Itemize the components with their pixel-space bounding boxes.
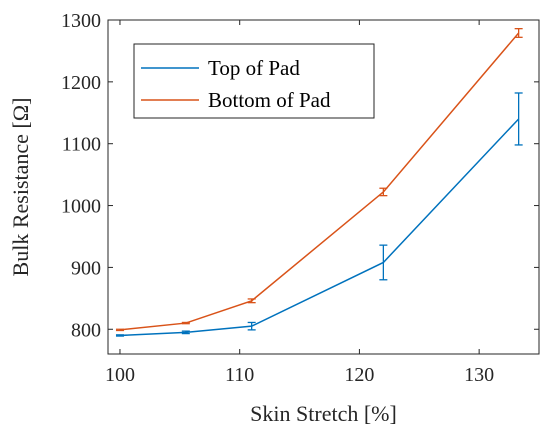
x-tick-label: 110	[225, 364, 254, 386]
error-bar-bottom-of-pad	[379, 187, 388, 197]
y-tick-label: 900	[71, 257, 101, 279]
error-bar-top-of-pad	[115, 334, 124, 337]
legend: Top of Pad Bottom of Pad	[133, 43, 375, 119]
error-bar-bottom-of-pad	[514, 28, 523, 38]
legend-label-bottom-of-pad: Bottom of Pad	[208, 88, 331, 112]
error-bar-bottom-of-pad	[247, 298, 256, 304]
y-axis-title: Bulk Resistance [Ω]	[8, 98, 33, 277]
x-axis-title: Skin Stretch [%]	[250, 401, 397, 426]
error-bar-top-of-pad	[247, 321, 256, 331]
series-top-of-pad	[115, 92, 523, 337]
y-tick-label: 1300	[61, 10, 101, 32]
x-tick-label: 100	[105, 364, 135, 386]
error-bar-top-of-pad	[379, 244, 388, 281]
series-bottom-of-pad	[115, 28, 523, 332]
x-tick-label: 130	[464, 364, 494, 386]
x-tick-label: 120	[344, 364, 374, 386]
legend-box	[133, 43, 375, 119]
y-tick-label: 1100	[62, 134, 101, 156]
error-bar-top-of-pad	[514, 92, 523, 146]
error-bar-top-of-pad	[181, 330, 190, 335]
y-tick-label: 1200	[61, 72, 101, 94]
y-tick-label: 1000	[61, 196, 101, 218]
y-tick-label: 800	[71, 319, 101, 341]
error-bar-bottom-of-pad	[181, 321, 190, 325]
legend-label-top-of-pad: Top of Pad	[208, 56, 300, 80]
error-bar-bottom-of-pad	[115, 328, 124, 332]
